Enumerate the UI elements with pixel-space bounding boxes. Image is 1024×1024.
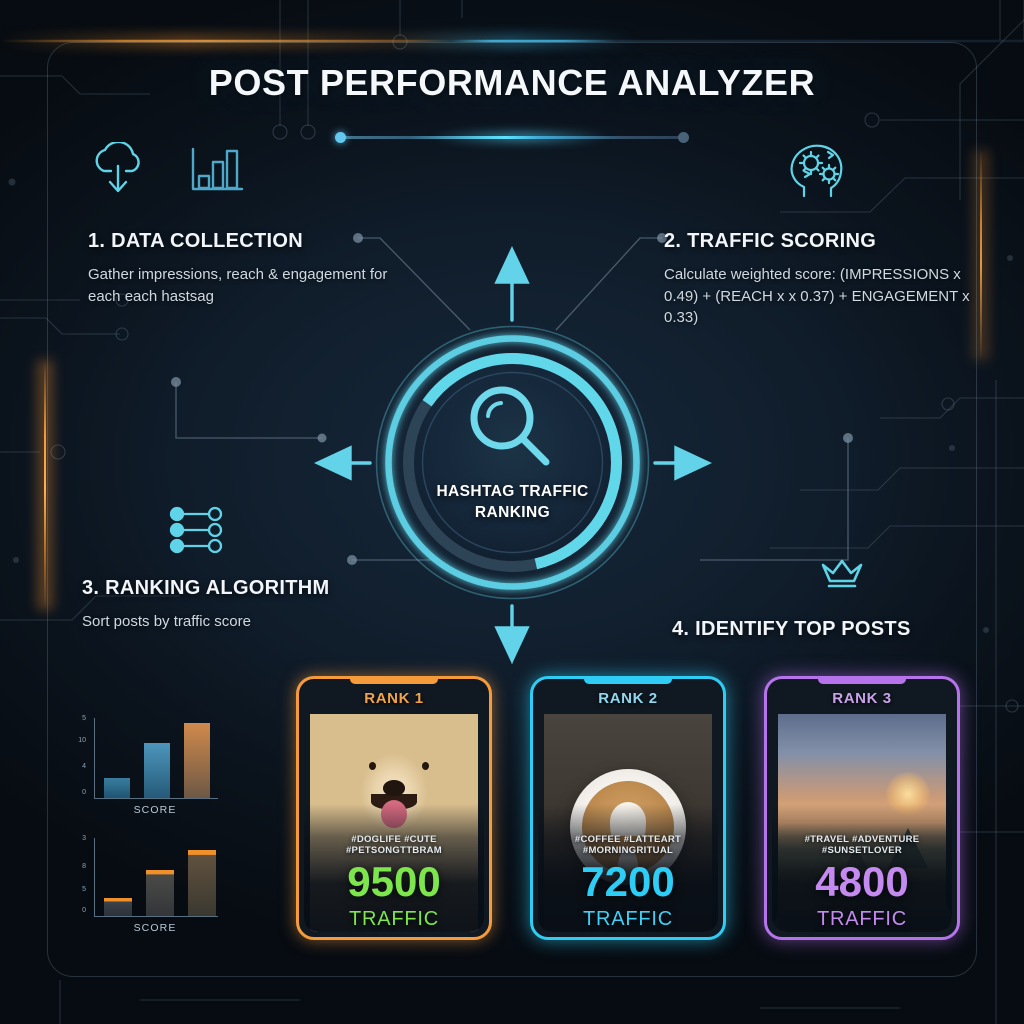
hub-label: HASHTAG TRAFFIC RANKING [370, 482, 655, 523]
magnifier-icon [470, 386, 550, 466]
hub-rings [375, 325, 650, 600]
card-2-notch [584, 679, 672, 684]
chart-bottom-xlabel: SCORE [133, 922, 177, 934]
chart-top-ytick-3: 0 [82, 789, 86, 796]
step-2-heading: 2. TRAFFIC SCORING [664, 230, 877, 252]
step-1-data-collection: 1. DATA COLLECTION Gather impressions, r… [88, 140, 388, 307]
card-1-rank-label: RANK 1 [364, 690, 424, 707]
chart-bottom-y-axis [94, 838, 95, 916]
step-2-icons [664, 140, 974, 206]
step-1-body: Gather impressions, reach & engagement f… [88, 266, 388, 305]
left-orange-glow [44, 360, 46, 610]
chart-bottom-bar-2 [146, 870, 174, 916]
sort-nodes-icon [168, 505, 226, 563]
card-1-traffic-label: TRAFFIC [348, 908, 440, 930]
crown-icon [817, 556, 867, 604]
step-3-body: Sort posts by traffic score [82, 613, 251, 630]
step-2-body: Calculate weighted score: (IMPRESSIONS x… [664, 266, 970, 327]
card-2-tags: #COFFEE #LATTEART #MORNINGRITUAL [574, 834, 682, 856]
hub-label-line2: RANKING [474, 503, 551, 521]
card-1-tags: #DOGLIFE #CUTE #PETSONGTTBRAM [345, 834, 443, 856]
card-3-score: 4800 [815, 858, 909, 905]
chart-top-ytick-1: 10 [78, 737, 86, 744]
card-1-notch [350, 679, 438, 684]
score-chart-bottom: 3 8 5 0 SCORE [72, 835, 238, 942]
chart-bottom-bar-3 [188, 850, 216, 916]
step-1-heading: 1. DATA COLLECTION [88, 230, 304, 252]
central-hub[interactable]: HASHTAG TRAFFIC RANKING [370, 320, 655, 605]
chart-top-ytick-2: 4 [82, 763, 86, 770]
top-posts-cards: RANK 1 #DOGLIFE #CUTE #PETSONGTTBRAM 950… [296, 676, 962, 944]
chart-top-y-axis [94, 718, 95, 798]
page-title: POST PERFORMANCE ANALYZER [208, 62, 816, 103]
chart-bottom-bar-1 [104, 898, 132, 916]
chart-top-bar-1 [104, 778, 130, 798]
hub-label-line1: HASHTAG TRAFFIC [436, 483, 589, 500]
chart-bottom-ytick-0: 3 [82, 835, 86, 842]
chart-top-bar-3 [184, 723, 210, 798]
brain-gears-icon [784, 140, 854, 206]
chart-bottom-ytick-1: 8 [82, 863, 86, 870]
step-4-heading: 4. IDENTIFY TOP POSTS [672, 618, 911, 640]
chart-top-x-axis [94, 798, 218, 799]
rank-card-2[interactable]: RANK 2 #COFFEE #LATTEART #MORNINGRITUAL … [530, 676, 726, 940]
card-3-tags: #TRAVEL #ADVENTURE #SUNSETLOVER [804, 834, 920, 856]
chart-top-ytick-0: 5 [82, 715, 86, 722]
card-2-score: 7200 [581, 858, 675, 905]
bar-chart-icon [186, 143, 248, 204]
chart-top-bar-2 [144, 743, 170, 798]
chart-top-xlabel: SCORE [133, 804, 177, 816]
card-2-rank-label: RANK 2 [598, 690, 658, 707]
chart-bottom-ytick-2: 5 [82, 886, 86, 893]
score-chart-top: 5 10 4 0 SCORE [72, 715, 238, 824]
step-3-ranking-algorithm: 3. RANKING ALGORITHM Sort posts by traff… [82, 505, 382, 633]
right-orange-glow [980, 150, 982, 360]
card-3-rank-label: RANK 3 [832, 690, 892, 707]
card-2-traffic-label: TRAFFIC [582, 908, 674, 930]
card-3-traffic-label: TRAFFIC [816, 908, 908, 930]
rank-card-1[interactable]: RANK 1 #DOGLIFE #CUTE #PETSONGTTBRAM 950… [296, 676, 492, 940]
step-4-identify-top-posts: 4. IDENTIFY TOP POSTS [672, 556, 972, 641]
step-4-icons [672, 556, 972, 604]
step-1-icons [88, 140, 388, 206]
chart-bottom-x-axis [94, 916, 218, 917]
cloud-download-icon [88, 140, 150, 205]
top-glow-line [0, 40, 1024, 42]
card-3-notch [818, 679, 906, 684]
card-1-score: 9500 [347, 858, 441, 905]
step-2-traffic-scoring: 2. TRAFFIC SCORING Calculate weighted sc… [664, 140, 974, 329]
step-3-heading: 3. RANKING ALGORITHM [82, 577, 330, 599]
chart-bottom-ytick-3: 0 [82, 907, 86, 914]
step-3-icons [82, 505, 382, 563]
rank-card-3[interactable]: RANK 3 #TRAVEL #ADVENTURE #SUNSETLOVER 4… [764, 676, 960, 940]
title-divider [335, 132, 689, 143]
